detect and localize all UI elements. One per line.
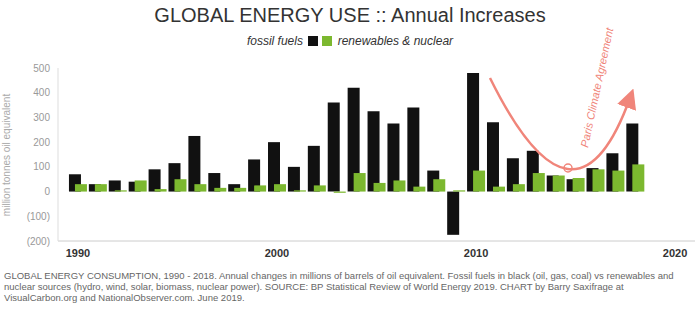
svg-text:1990: 1990 (66, 247, 90, 259)
html-text:GLOBAL ENERGY USE :: Annual In: GLOBAL ENERGY USE :: Annual Increases (154, 4, 546, 26)
svg-text:(200): (200) (27, 236, 50, 247)
svg-text:200: 200 (33, 137, 50, 148)
html-text:GLOBAL ENERGY CONSUMPTION, 199: GLOBAL ENERGY CONSUMPTION, 1990 - 2018. … (4, 270, 674, 303)
svg-text:Paris Climate Agreement: Paris Climate Agreement (578, 26, 615, 149)
svg-text:0: 0 (44, 186, 50, 197)
svg-text:500: 500 (33, 63, 50, 74)
svg-text:(100): (100) (27, 211, 50, 222)
svg-text:400: 400 (33, 87, 50, 98)
svg-text:million tonnes oil equivalent: million tonnes oil equivalent (8, 94, 12, 217)
svg-text:2010: 2010 (464, 247, 488, 259)
html-text:renewables & nuclear: renewables & nuclear (337, 34, 454, 48)
svg-text:2000: 2000 (265, 247, 289, 259)
svg-text:2020: 2020 (663, 247, 687, 259)
svg-text:100: 100 (33, 161, 50, 172)
html-text:fossil fuels: fossil fuels (246, 34, 303, 48)
svg-text:300: 300 (33, 112, 50, 123)
